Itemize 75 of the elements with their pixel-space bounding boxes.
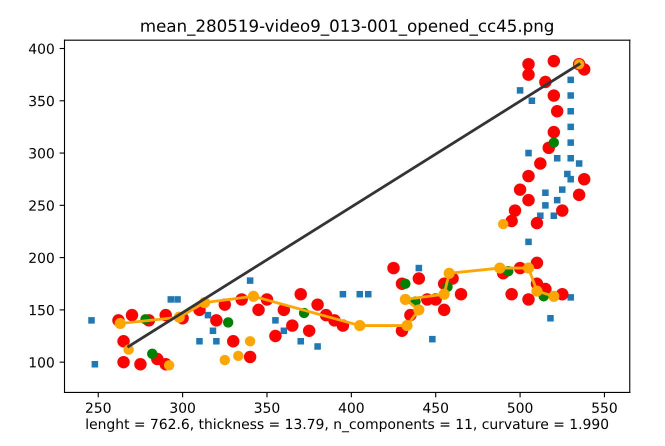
- point: [559, 186, 566, 193]
- x-tick-label: 350: [254, 402, 280, 413]
- point: [567, 124, 574, 130]
- point: [516, 87, 524, 94]
- x-tick-label: 500: [508, 402, 532, 413]
- point: [554, 196, 560, 204]
- point: [196, 338, 203, 345]
- point: [542, 202, 549, 209]
- y-tick-label: 100: [30, 357, 54, 368]
- point: [280, 328, 288, 334]
- point: [174, 296, 181, 303]
- point: [213, 338, 220, 345]
- point: [356, 290, 364, 298]
- point: [438, 288, 450, 300]
- chart-title: mean_280519-video9_013-001_opened_cc45.png: [141, 19, 553, 36]
- y-tick-label: 350: [29, 96, 54, 106]
- y-tick-label: 400: [28, 43, 54, 54]
- point: [444, 268, 455, 279]
- point: [164, 360, 174, 370]
- point: [233, 350, 244, 362]
- point: [248, 290, 260, 302]
- point: [567, 76, 574, 84]
- y-tick-label: 250: [29, 200, 54, 211]
- point: [429, 336, 436, 342]
- point: [246, 277, 254, 284]
- point: [400, 294, 411, 305]
- point: [220, 354, 230, 366]
- point: [168, 296, 174, 303]
- x-tick-label: 300: [170, 402, 195, 413]
- point: [314, 343, 321, 350]
- x-tick-label: 400: [338, 402, 364, 413]
- y-tick-label: 150: [30, 304, 54, 316]
- point: [576, 160, 582, 167]
- point: [88, 317, 95, 324]
- point: [528, 98, 536, 104]
- point: [210, 328, 216, 334]
- point: [522, 262, 534, 274]
- point: [223, 317, 234, 328]
- point: [550, 212, 558, 220]
- point: [548, 290, 560, 302]
- point: [542, 190, 549, 196]
- y-tick-label: 300: [29, 148, 54, 159]
- point: [92, 360, 98, 368]
- point: [354, 320, 366, 332]
- x-tick-label: 550: [592, 402, 617, 413]
- point: [244, 336, 256, 346]
- point: [114, 318, 126, 330]
- point: [567, 139, 574, 146]
- x-axis-title: lenght = 762.6, thickness = 13.79, n_components = 11, curvature = 1.990: [86, 418, 608, 432]
- point: [297, 338, 304, 345]
- x-tick-label: 450: [423, 402, 448, 413]
- point: [554, 155, 560, 162]
- y-tick-label: 200: [29, 252, 54, 264]
- point: [416, 264, 422, 272]
- point: [498, 219, 508, 230]
- point: [272, 317, 279, 324]
- point: [547, 314, 554, 322]
- point: [531, 286, 543, 297]
- point: [364, 290, 372, 298]
- point: [147, 348, 158, 359]
- point: [401, 320, 413, 332]
- point: [567, 294, 574, 301]
- point: [567, 92, 574, 99]
- point: [548, 137, 559, 148]
- point: [400, 278, 410, 289]
- point: [413, 304, 424, 316]
- point: [567, 176, 574, 182]
- point: [567, 155, 574, 162]
- point: [340, 290, 346, 298]
- point: [494, 262, 506, 274]
- point: [525, 238, 532, 246]
- x-tick-label: 250: [86, 402, 111, 413]
- point: [204, 312, 212, 318]
- point: [567, 108, 574, 114]
- point: [525, 150, 532, 156]
